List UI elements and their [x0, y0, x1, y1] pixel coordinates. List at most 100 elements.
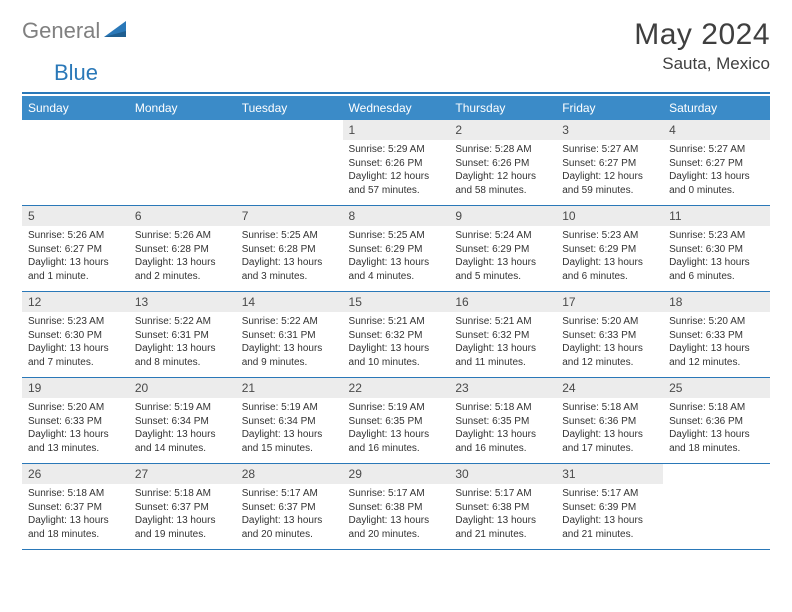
day-number: 4 [663, 120, 770, 140]
calendar-page: General May 2024 Sauta, Mexico Blue Sund… [0, 0, 792, 550]
day-number: 31 [556, 464, 663, 484]
day-data: Sunrise: 5:27 AMSunset: 6:27 PMDaylight:… [663, 140, 770, 205]
daylight: Daylight: 13 hours and 15 minutes. [242, 428, 337, 455]
day-number [663, 464, 770, 484]
day-number [129, 120, 236, 140]
week-row: 12Sunrise: 5:23 AMSunset: 6:30 PMDayligh… [22, 292, 770, 378]
sunset: Sunset: 6:31 PM [242, 329, 337, 343]
sunrise: Sunrise: 5:25 AM [349, 229, 444, 243]
daylight: Daylight: 13 hours and 4 minutes. [349, 256, 444, 283]
sunset: Sunset: 6:27 PM [562, 157, 657, 171]
day-cell: 31Sunrise: 5:17 AMSunset: 6:39 PMDayligh… [556, 464, 663, 550]
day-cell: 3Sunrise: 5:27 AMSunset: 6:27 PMDaylight… [556, 120, 663, 206]
day-cell [22, 120, 129, 206]
sunset: Sunset: 6:34 PM [242, 415, 337, 429]
sunset: Sunset: 6:33 PM [28, 415, 123, 429]
day-data: Sunrise: 5:19 AMSunset: 6:34 PMDaylight:… [129, 398, 236, 463]
day-data: Sunrise: 5:28 AMSunset: 6:26 PMDaylight:… [449, 140, 556, 205]
sunset: Sunset: 6:34 PM [135, 415, 230, 429]
day-number: 22 [343, 378, 450, 398]
sunrise: Sunrise: 5:17 AM [455, 487, 550, 501]
daylight: Daylight: 13 hours and 9 minutes. [242, 342, 337, 369]
sunset: Sunset: 6:39 PM [562, 501, 657, 515]
day-cell: 24Sunrise: 5:18 AMSunset: 6:36 PMDayligh… [556, 378, 663, 464]
dow-monday: Monday [129, 96, 236, 120]
brand-logo: General [22, 18, 132, 44]
dow-thursday: Thursday [449, 96, 556, 120]
day-data: Sunrise: 5:18 AMSunset: 6:37 PMDaylight:… [22, 484, 129, 549]
daylight: Daylight: 13 hours and 19 minutes. [135, 514, 230, 541]
day-data: Sunrise: 5:26 AMSunset: 6:28 PMDaylight:… [129, 226, 236, 291]
sunset: Sunset: 6:33 PM [562, 329, 657, 343]
day-number: 29 [343, 464, 450, 484]
sunset: Sunset: 6:38 PM [455, 501, 550, 515]
day-cell: 22Sunrise: 5:19 AMSunset: 6:35 PMDayligh… [343, 378, 450, 464]
dow-friday: Friday [556, 96, 663, 120]
day-number: 7 [236, 206, 343, 226]
sunset: Sunset: 6:37 PM [28, 501, 123, 515]
day-data: Sunrise: 5:17 AMSunset: 6:38 PMDaylight:… [343, 484, 450, 549]
day-data: Sunrise: 5:23 AMSunset: 6:29 PMDaylight:… [556, 226, 663, 291]
sunset: Sunset: 6:28 PM [242, 243, 337, 257]
sunrise: Sunrise: 5:18 AM [455, 401, 550, 415]
day-cell: 30Sunrise: 5:17 AMSunset: 6:38 PMDayligh… [449, 464, 556, 550]
day-number: 9 [449, 206, 556, 226]
day-data [236, 140, 343, 192]
sunrise: Sunrise: 5:20 AM [669, 315, 764, 329]
calendar-table: Sunday Monday Tuesday Wednesday Thursday… [22, 96, 770, 550]
dow-saturday: Saturday [663, 96, 770, 120]
daylight: Daylight: 13 hours and 0 minutes. [669, 170, 764, 197]
day-number: 6 [129, 206, 236, 226]
day-cell: 2Sunrise: 5:28 AMSunset: 6:26 PMDaylight… [449, 120, 556, 206]
day-data: Sunrise: 5:22 AMSunset: 6:31 PMDaylight:… [236, 312, 343, 377]
day-cell: 1Sunrise: 5:29 AMSunset: 6:26 PMDaylight… [343, 120, 450, 206]
daylight: Daylight: 13 hours and 8 minutes. [135, 342, 230, 369]
sunset: Sunset: 6:26 PM [349, 157, 444, 171]
daylight: Daylight: 13 hours and 16 minutes. [349, 428, 444, 455]
day-data: Sunrise: 5:21 AMSunset: 6:32 PMDaylight:… [449, 312, 556, 377]
day-number [22, 120, 129, 140]
sunrise: Sunrise: 5:18 AM [669, 401, 764, 415]
day-data: Sunrise: 5:23 AMSunset: 6:30 PMDaylight:… [22, 312, 129, 377]
sunrise: Sunrise: 5:24 AM [455, 229, 550, 243]
sunrise: Sunrise: 5:21 AM [455, 315, 550, 329]
daylight: Daylight: 13 hours and 18 minutes. [28, 514, 123, 541]
day-data: Sunrise: 5:18 AMSunset: 6:37 PMDaylight:… [129, 484, 236, 549]
day-number: 11 [663, 206, 770, 226]
day-data: Sunrise: 5:22 AMSunset: 6:31 PMDaylight:… [129, 312, 236, 377]
sunset: Sunset: 6:32 PM [455, 329, 550, 343]
day-cell [129, 120, 236, 206]
day-cell: 21Sunrise: 5:19 AMSunset: 6:34 PMDayligh… [236, 378, 343, 464]
sunrise: Sunrise: 5:19 AM [242, 401, 337, 415]
daylight: Daylight: 13 hours and 20 minutes. [242, 514, 337, 541]
week-row: 5Sunrise: 5:26 AMSunset: 6:27 PMDaylight… [22, 206, 770, 292]
sunset: Sunset: 6:27 PM [669, 157, 764, 171]
day-data: Sunrise: 5:18 AMSunset: 6:36 PMDaylight:… [556, 398, 663, 463]
day-number: 5 [22, 206, 129, 226]
day-data: Sunrise: 5:18 AMSunset: 6:36 PMDaylight:… [663, 398, 770, 463]
daylight: Daylight: 13 hours and 14 minutes. [135, 428, 230, 455]
day-cell: 7Sunrise: 5:25 AMSunset: 6:28 PMDaylight… [236, 206, 343, 292]
daylight: Daylight: 12 hours and 57 minutes. [349, 170, 444, 197]
day-number: 30 [449, 464, 556, 484]
daylight: Daylight: 13 hours and 10 minutes. [349, 342, 444, 369]
week-row: 1Sunrise: 5:29 AMSunset: 6:26 PMDaylight… [22, 120, 770, 206]
sunset: Sunset: 6:26 PM [455, 157, 550, 171]
dow-tuesday: Tuesday [236, 96, 343, 120]
title-block: May 2024 Sauta, Mexico [634, 18, 770, 74]
day-data: Sunrise: 5:25 AMSunset: 6:28 PMDaylight:… [236, 226, 343, 291]
sunset: Sunset: 6:29 PM [349, 243, 444, 257]
day-cell: 6Sunrise: 5:26 AMSunset: 6:28 PMDaylight… [129, 206, 236, 292]
sunset: Sunset: 6:37 PM [135, 501, 230, 515]
day-cell: 19Sunrise: 5:20 AMSunset: 6:33 PMDayligh… [22, 378, 129, 464]
daylight: Daylight: 13 hours and 1 minute. [28, 256, 123, 283]
week-row: 19Sunrise: 5:20 AMSunset: 6:33 PMDayligh… [22, 378, 770, 464]
sunset: Sunset: 6:36 PM [669, 415, 764, 429]
dow-row: Sunday Monday Tuesday Wednesday Thursday… [22, 96, 770, 120]
day-number: 3 [556, 120, 663, 140]
sunset: Sunset: 6:31 PM [135, 329, 230, 343]
sunset: Sunset: 6:28 PM [135, 243, 230, 257]
day-number: 10 [556, 206, 663, 226]
day-number: 24 [556, 378, 663, 398]
month-title: May 2024 [634, 18, 770, 52]
